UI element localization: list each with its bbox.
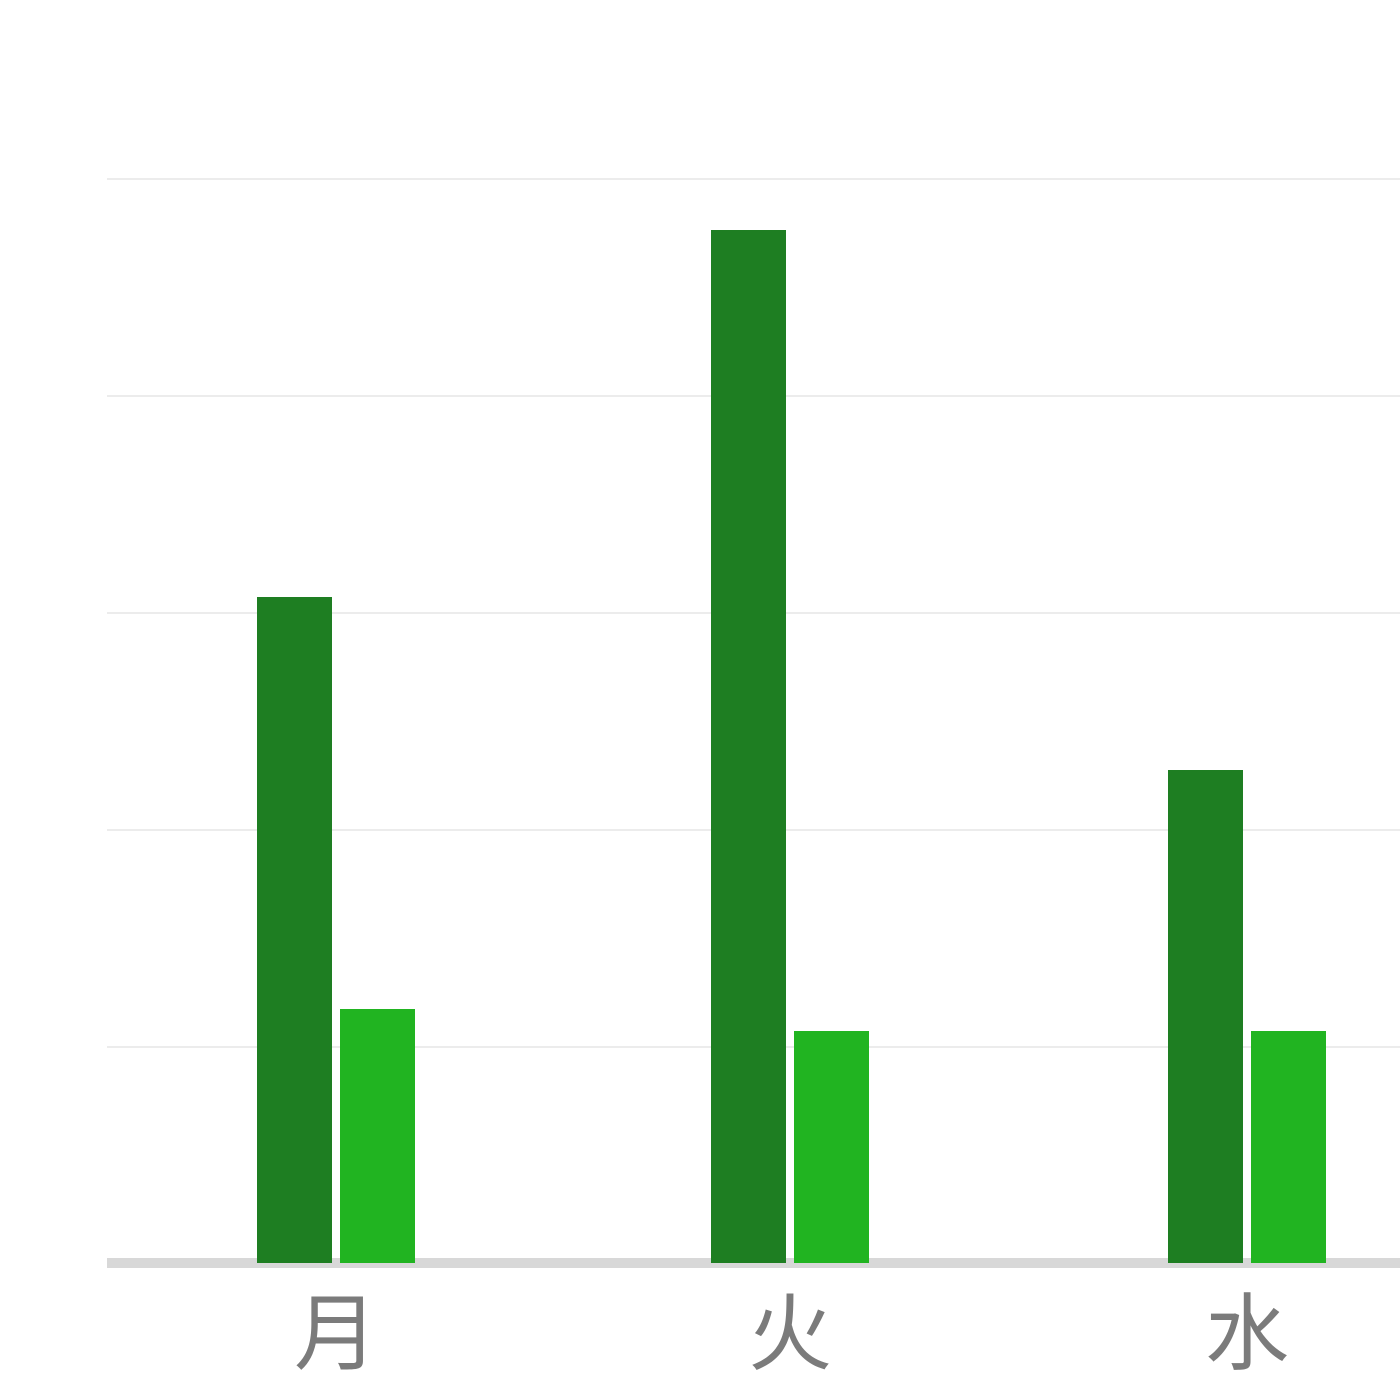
x-tick-label: 火	[747, 1285, 832, 1383]
x-tick-label: 水	[1204, 1285, 1289, 1383]
bar-series-1-dark-green-水	[1168, 770, 1243, 1263]
x-tick-label: 月	[293, 1285, 378, 1383]
x-axis-line	[107, 1258, 1400, 1268]
bar-series-2-light-green-火	[794, 1031, 869, 1263]
bar-series-2-light-green-月	[340, 1009, 415, 1263]
bar-series-1-dark-green-月	[257, 597, 332, 1263]
bar-series-2-light-green-水	[1251, 1031, 1326, 1263]
gridline	[107, 178, 1400, 180]
bar-series-1-dark-green-火	[711, 230, 786, 1263]
